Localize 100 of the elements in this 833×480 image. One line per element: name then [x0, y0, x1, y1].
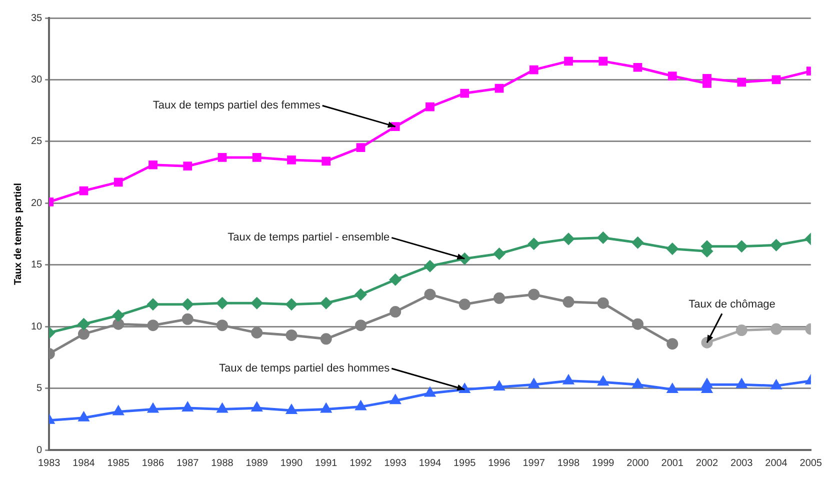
point [147, 320, 159, 332]
y-tick-label: 25 [31, 136, 43, 148]
x-tick-label: 2005 [800, 458, 822, 469]
point [114, 178, 123, 187]
point [529, 65, 538, 74]
point [770, 239, 782, 251]
point [597, 297, 609, 309]
point [182, 313, 194, 325]
point [252, 402, 262, 412]
point [252, 153, 262, 162]
point [667, 384, 678, 394]
point [218, 153, 227, 162]
point [632, 236, 644, 248]
point [736, 324, 748, 336]
y-tick-label: 10 [31, 321, 43, 332]
point [216, 297, 228, 309]
point [460, 88, 470, 98]
point [78, 318, 90, 330]
point [112, 310, 124, 322]
x-tick-label: 2001 [661, 458, 684, 469]
point [287, 156, 296, 164]
y-tick-label: 20 [31, 198, 43, 209]
point [424, 387, 436, 397]
point [494, 292, 505, 304]
point [528, 288, 540, 300]
point [183, 162, 192, 171]
point [598, 56, 608, 66]
annotation: Taux de temps partiel des femmes [152, 100, 321, 112]
point [78, 412, 89, 422]
point [597, 232, 609, 244]
point [668, 72, 677, 80]
point [494, 248, 505, 260]
point [494, 381, 504, 391]
y-tick-label: 5 [36, 383, 43, 394]
point [322, 156, 331, 166]
point [424, 288, 436, 300]
point [147, 298, 159, 310]
point [78, 328, 90, 340]
x-tick-label: 1996 [488, 458, 511, 469]
x-tick-label: 1995 [454, 458, 476, 469]
point [494, 84, 504, 93]
y-axis-title: Taux de temps partiel [12, 182, 24, 286]
point [632, 318, 644, 330]
x-tick-label: 1985 [107, 458, 130, 469]
point [390, 394, 401, 404]
x-tick-label: 1984 [72, 458, 96, 469]
point [113, 406, 124, 416]
x-tick-label: 1983 [38, 458, 61, 469]
point [356, 401, 366, 410]
x-tick-label: 1991 [315, 458, 338, 469]
x-tick-label: 1998 [557, 458, 580, 469]
point [79, 186, 88, 196]
x-tick-label: 1990 [280, 458, 304, 469]
point [148, 160, 158, 170]
point [737, 78, 746, 87]
point [182, 402, 193, 412]
x-tick-label: 1986 [142, 458, 165, 469]
point [562, 296, 574, 308]
point [320, 333, 332, 345]
point [772, 75, 781, 84]
point [286, 404, 297, 414]
point [390, 274, 402, 286]
y-tick-label: 0 [36, 444, 43, 456]
point [148, 404, 158, 413]
y-tick-label: 15 [31, 260, 43, 271]
x-tick-label: 1987 [176, 458, 200, 469]
x-tick-label: 2004 [765, 458, 788, 469]
point [320, 404, 332, 413]
x-tick-label: 1994 [418, 458, 442, 469]
point [112, 318, 124, 330]
point [424, 260, 436, 272]
point [771, 380, 782, 390]
point [528, 378, 540, 388]
point [356, 143, 366, 152]
point [702, 78, 712, 88]
x-tick-label: 1992 [350, 458, 372, 469]
point [216, 320, 228, 332]
point [736, 240, 748, 252]
point [251, 326, 263, 338]
point [563, 375, 574, 384]
annotation: Taux de temps partiel - ensemble [228, 232, 390, 244]
x-tick-label: 1988 [211, 458, 234, 469]
point [426, 102, 434, 112]
point [320, 297, 332, 309]
x-tick-label: 1989 [246, 458, 268, 469]
point [355, 320, 366, 332]
point [736, 378, 747, 388]
point [666, 243, 678, 255]
point [632, 378, 643, 388]
point [564, 56, 573, 66]
x-tick-label: 2000 [626, 458, 650, 469]
point [355, 288, 366, 300]
x-tick-label: 2003 [730, 458, 754, 469]
point [286, 298, 298, 310]
annotation: Taux de temps partiel des hommes [219, 362, 390, 375]
y-tick-label: 30 [31, 74, 43, 86]
x-tick-label: 1999 [592, 458, 615, 469]
point [182, 298, 194, 310]
point [562, 233, 574, 245]
annotation: Taux de chômage [688, 298, 776, 311]
